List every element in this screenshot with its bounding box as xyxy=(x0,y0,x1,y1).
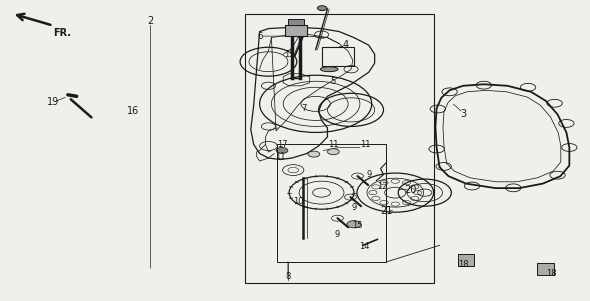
Text: 11: 11 xyxy=(275,152,286,161)
Text: 12: 12 xyxy=(377,182,388,191)
Bar xyxy=(245,14,434,283)
Bar xyxy=(277,144,386,262)
Text: 19: 19 xyxy=(47,97,59,107)
Text: 17: 17 xyxy=(277,140,287,149)
Text: 10: 10 xyxy=(293,197,303,206)
Text: 11: 11 xyxy=(328,140,339,149)
Text: 13: 13 xyxy=(284,50,294,59)
Text: FR.: FR. xyxy=(53,28,71,38)
Text: 11: 11 xyxy=(360,140,371,149)
Text: 4: 4 xyxy=(342,40,348,50)
Circle shape xyxy=(317,6,327,11)
Bar xyxy=(458,254,474,266)
Text: 18: 18 xyxy=(458,260,468,269)
Bar xyxy=(288,19,304,25)
Circle shape xyxy=(327,149,339,155)
Text: 18: 18 xyxy=(546,269,557,278)
Text: 5: 5 xyxy=(331,77,336,86)
Text: 20: 20 xyxy=(404,185,416,195)
Text: 14: 14 xyxy=(359,242,370,251)
Text: 3: 3 xyxy=(460,109,466,119)
Text: 9: 9 xyxy=(352,203,356,212)
Text: 2: 2 xyxy=(148,16,153,26)
Bar xyxy=(285,25,307,36)
Ellipse shape xyxy=(320,67,338,72)
Bar xyxy=(322,47,354,66)
Text: 16: 16 xyxy=(127,106,139,116)
Circle shape xyxy=(308,151,320,157)
Text: 7: 7 xyxy=(301,104,307,113)
Text: 21: 21 xyxy=(381,206,392,216)
Circle shape xyxy=(276,147,288,154)
Bar xyxy=(537,263,554,275)
Circle shape xyxy=(347,221,361,228)
Text: 15: 15 xyxy=(352,221,362,230)
Text: 6: 6 xyxy=(257,32,263,41)
Text: 9: 9 xyxy=(335,230,340,239)
Text: 9: 9 xyxy=(366,170,371,179)
Text: 8: 8 xyxy=(285,272,291,281)
